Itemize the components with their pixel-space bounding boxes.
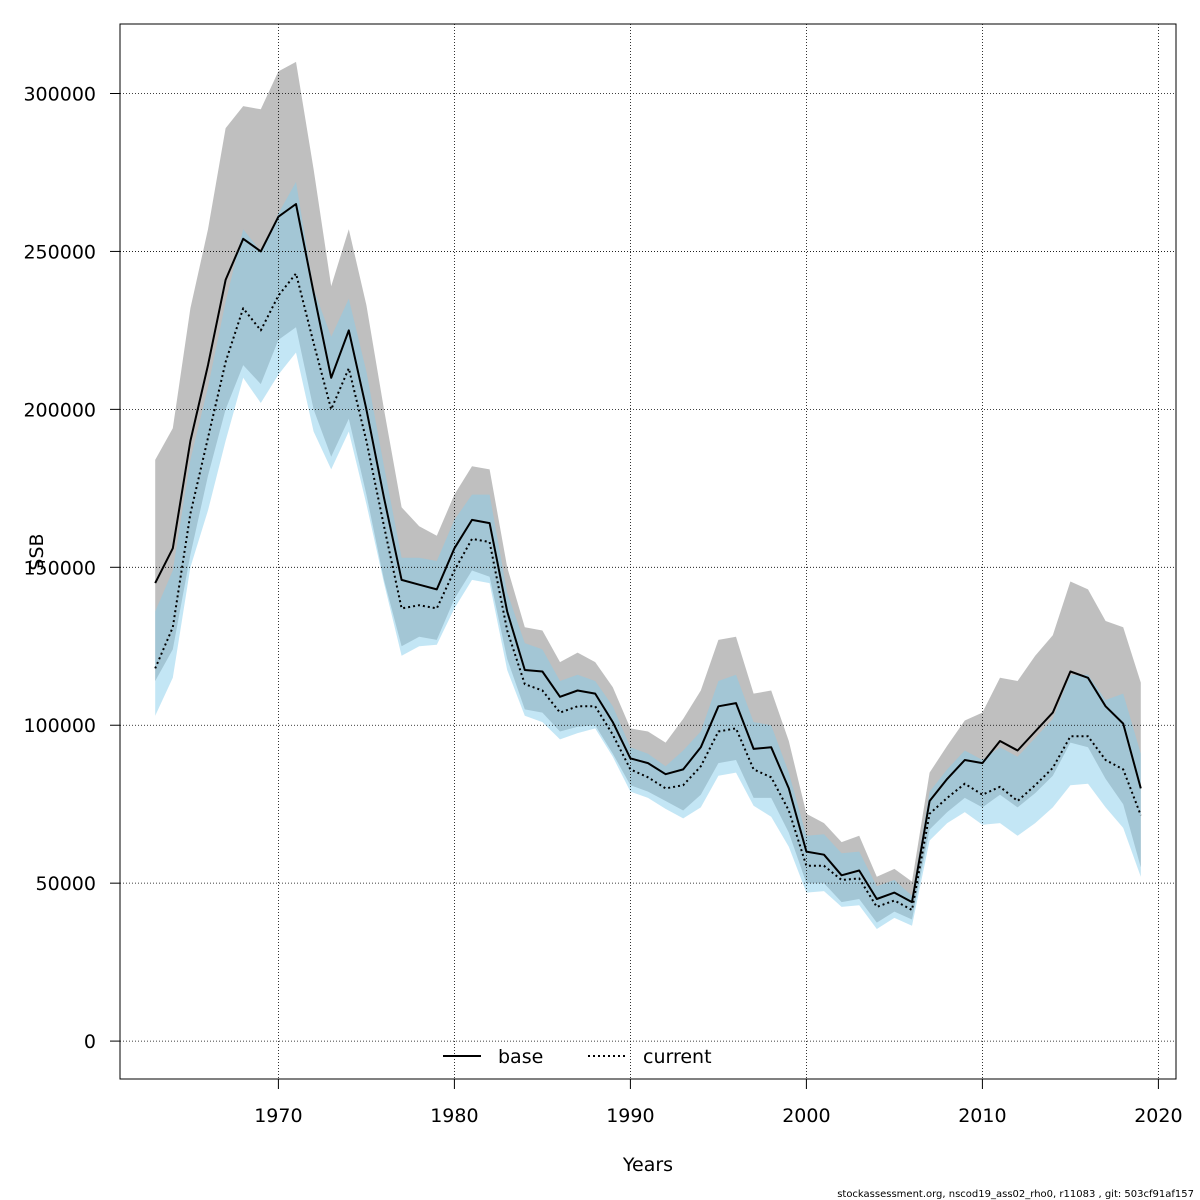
legend-label-base: base [498, 1046, 543, 1068]
x-tick-label-1980: 1980 [430, 1105, 478, 1127]
x-axis-title: Years [622, 1154, 673, 1176]
x-tick-label-1970: 1970 [254, 1105, 302, 1127]
series-lines [154, 203, 1142, 911]
confidence-band-base [155, 61, 1141, 923]
x-tick-label-2020: 2020 [1134, 1105, 1182, 1127]
y-tick-label-0: 0 [84, 1031, 96, 1053]
x-tick-label-2010: 2010 [958, 1105, 1006, 1127]
y-tick-label-150000: 150000 [23, 557, 96, 579]
y-tick-label-300000: 300000 [23, 83, 96, 105]
legend: base current [443, 1046, 712, 1068]
x-tick-label-1990: 1990 [606, 1105, 654, 1127]
y-tick-label-200000: 200000 [23, 399, 96, 421]
y-axis: 0 50000 100000 150000 200000 250000 300000 [23, 83, 120, 1053]
y-tick-label-50000: 50000 [36, 873, 96, 895]
x-axis: 1970 1980 1990 2000 2010 2020 [254, 1079, 1183, 1127]
y-tick-label-100000: 100000 [23, 715, 96, 737]
y-axis-title: SSB [26, 533, 48, 570]
x-tick-label-2000: 2000 [782, 1105, 830, 1127]
series-line-current [154, 272, 1142, 911]
y-tick-label-250000: 250000 [23, 241, 96, 263]
plot-frame [119, 23, 1177, 1080]
grid-lines [120, 24, 1176, 1079]
confidence-bands [155, 61, 1141, 929]
confidence-band-current [155, 181, 1141, 929]
series-line-base [154, 203, 1142, 904]
footer-text: stockassessment.org, nscod19_ass02_rho0,… [837, 1189, 1194, 1200]
legend-label-current: current [643, 1046, 712, 1068]
